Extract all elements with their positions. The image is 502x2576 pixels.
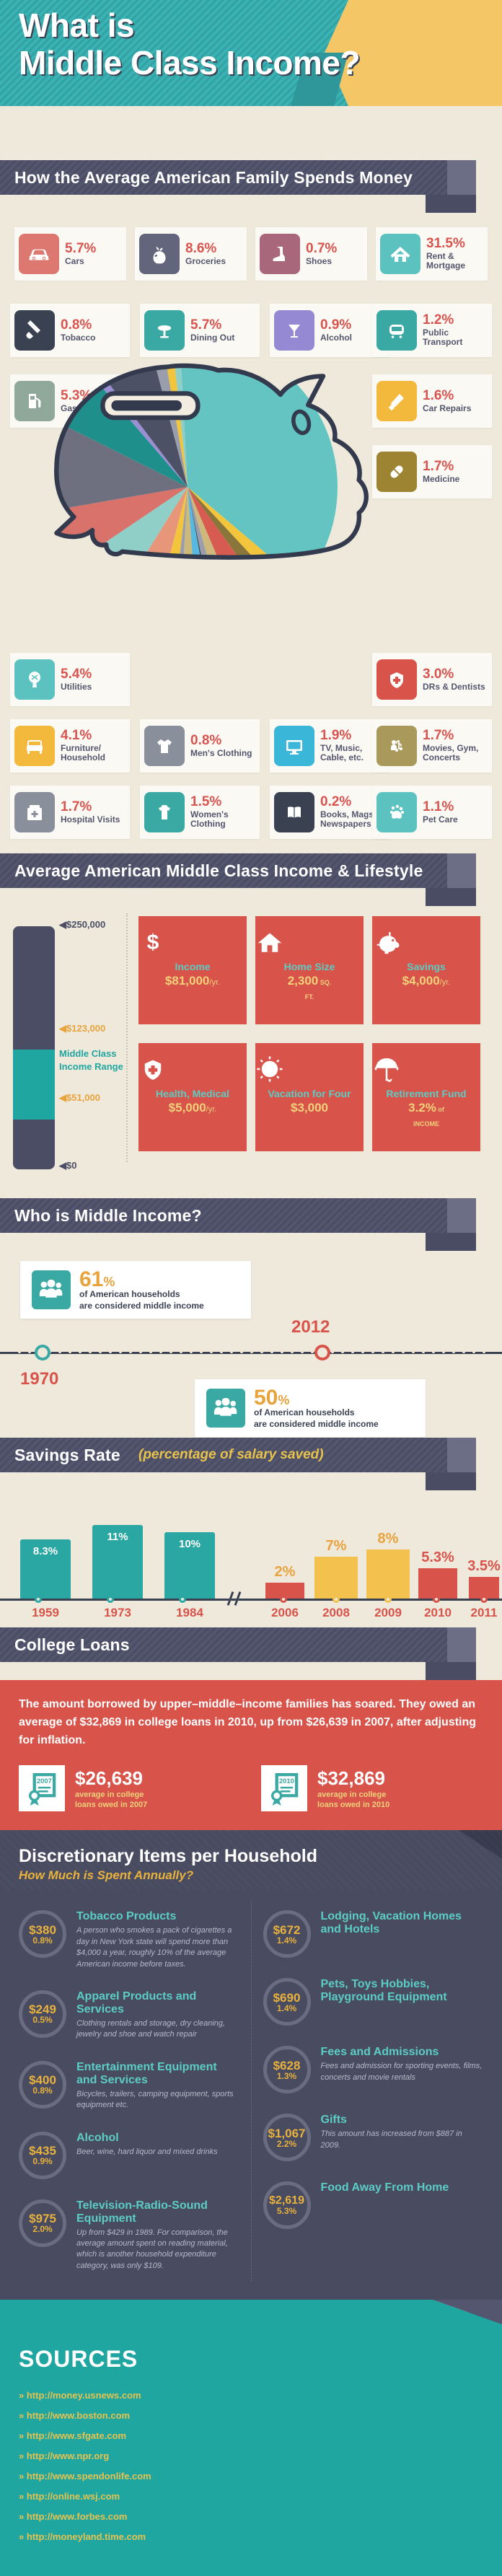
- svg-text:$: $: [147, 931, 159, 954]
- svg-text:2010: 2010: [279, 1777, 294, 1785]
- svg-text:2007: 2007: [37, 1777, 52, 1785]
